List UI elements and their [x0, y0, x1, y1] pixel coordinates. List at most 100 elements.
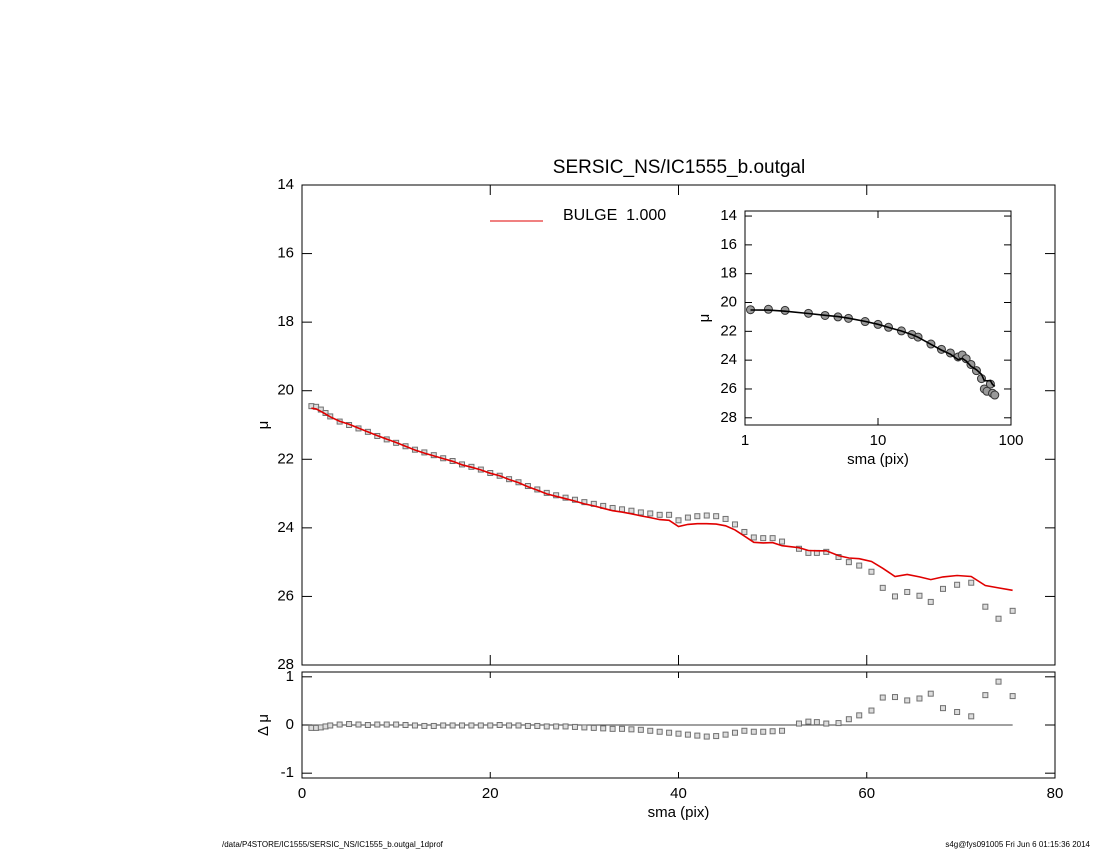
x-tick-label: 60 [858, 785, 875, 802]
data-point [731, 521, 738, 528]
data-point [868, 568, 875, 575]
data-point [879, 584, 886, 591]
x-tick-label: 80 [1047, 785, 1064, 802]
x-tick-label: 10 [870, 432, 887, 449]
data-point [496, 722, 503, 728]
data-point [982, 603, 989, 610]
x-tick-label: 40 [670, 785, 687, 802]
data-point [600, 725, 607, 732]
data-point [675, 517, 682, 524]
data-point [571, 723, 578, 730]
data-point [637, 509, 644, 516]
data-point [694, 732, 701, 739]
y-tick-label: 14 [277, 176, 294, 193]
data-point [449, 722, 456, 729]
data-point [868, 707, 875, 714]
data-point [374, 721, 381, 728]
data-point [813, 719, 820, 726]
data-point [795, 720, 802, 727]
y-tick-label: 22 [720, 322, 737, 339]
data-point [823, 720, 830, 727]
y-tick-label: 28 [720, 409, 737, 426]
y-tick-label: 26 [720, 380, 737, 397]
y-tick-label: 24 [277, 519, 294, 536]
data-point [327, 722, 334, 729]
data-point [750, 534, 757, 541]
y-tick-label: 22 [277, 450, 294, 467]
data-point [954, 708, 961, 715]
y-tick-label: 16 [277, 245, 294, 262]
data-point [637, 726, 644, 733]
data-point [760, 728, 767, 735]
y-tick-label: -1 [281, 764, 294, 781]
data-point [477, 722, 484, 729]
data-point [694, 513, 701, 520]
data-point [346, 721, 353, 728]
data-point [628, 507, 635, 514]
data-point [383, 721, 390, 728]
data-point [916, 592, 923, 599]
y-tick-label: 20 [720, 293, 737, 310]
y-tick-label: 18 [720, 265, 737, 282]
data-point [543, 723, 550, 730]
data-point [581, 724, 588, 731]
data-point [769, 535, 776, 542]
data-point [990, 390, 1000, 400]
data-point [590, 724, 597, 731]
y-tick-label: 24 [720, 351, 737, 368]
y-tick-label: 26 [277, 587, 294, 604]
data-point [968, 579, 975, 586]
data-point [411, 722, 418, 729]
data-point [750, 728, 757, 735]
data-point [856, 562, 863, 569]
data-point [647, 510, 654, 517]
data-point [713, 733, 720, 740]
data-point [524, 722, 531, 729]
data-point [468, 722, 475, 729]
data-point [879, 694, 886, 701]
data-point [534, 722, 541, 729]
y-tick-label: 20 [277, 382, 294, 399]
data-point [845, 559, 852, 566]
data-point [1009, 693, 1016, 700]
data-point [954, 581, 961, 588]
data-point [628, 726, 635, 733]
footer-left: /data/P4STORE/IC1555/SERSIC_NS/IC1555_b.… [222, 840, 444, 849]
data-point [763, 304, 773, 314]
data-point [982, 692, 989, 699]
data-point [760, 535, 767, 542]
x-tick-label: 100 [998, 432, 1023, 449]
data-point [927, 598, 934, 605]
data-point [722, 515, 729, 522]
data-point [713, 513, 720, 520]
data-point [779, 538, 786, 545]
data-point [647, 727, 654, 734]
data-point [731, 729, 738, 736]
data-point [779, 727, 786, 734]
data-point [656, 728, 663, 735]
data-point [939, 585, 946, 592]
data-point [364, 722, 371, 728]
data-point [684, 514, 691, 521]
y-tick-label: 28 [277, 656, 294, 673]
data-point [968, 713, 975, 720]
data-point [402, 722, 409, 728]
data-point [722, 731, 729, 738]
data-point [355, 721, 362, 728]
data-point [506, 722, 513, 729]
data-point [666, 729, 673, 736]
data-point [1009, 607, 1016, 614]
data-point [393, 721, 400, 728]
data-point [421, 722, 428, 729]
x-tick-label: 1 [741, 432, 749, 449]
x-axis-label: sma (pix) [648, 804, 710, 821]
data-point [675, 730, 682, 737]
data-point [966, 359, 976, 369]
data-point [939, 705, 946, 712]
data-point [769, 728, 776, 735]
plot-frame [744, 210, 1012, 426]
data-point [741, 727, 748, 734]
y-tick-label: 16 [720, 236, 737, 253]
data-point [703, 733, 710, 740]
